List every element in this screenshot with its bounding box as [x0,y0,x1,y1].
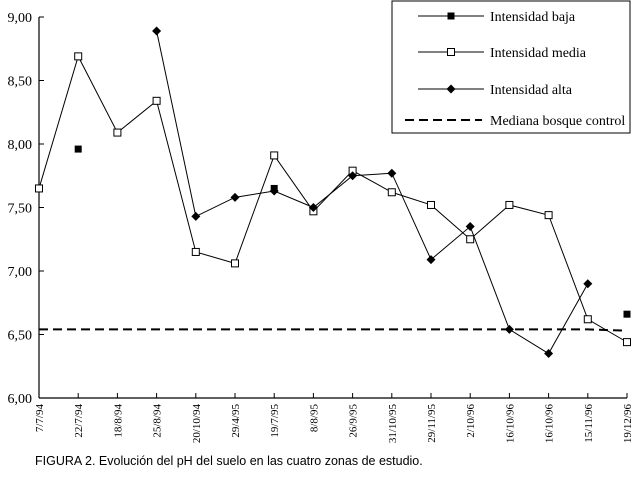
marker-filled-diamond [308,203,318,212]
x-tick-label: 31/10/95 [387,404,399,444]
x-tick-label: 2/10/96 [465,404,477,438]
marker-open-square [191,247,200,256]
marker-open-square [35,184,43,193]
series-3 [39,328,628,332]
marker-filled-diamond [446,84,456,94]
marker-open-square [387,188,396,197]
x-tick-label: 19/12/96 [622,404,634,444]
y-tick-label: 9,00 [8,11,33,26]
series-dashed-line [39,328,628,332]
y-tick-label: 6,00 [8,392,33,407]
legend-label: Intensidad baja [490,10,576,25]
marker-filled-diamond [269,186,279,196]
x-tick-label: 15/11/96 [583,404,595,443]
legend-box [391,0,631,134]
x-tick-label: 22/7/94 [73,404,85,438]
legend-label: Intensidad alta [490,83,573,98]
legend-item-2: Intensidad alta [418,83,573,98]
marker-open-square [466,235,475,244]
marker-open-square [544,211,553,220]
y-tick-label: 7,50 [8,202,33,217]
x-tick-label: 7/7/94 [34,404,46,433]
legend-item-1: Intensidad media [418,46,587,61]
x-tick-label: 26/9/95 [348,404,360,438]
x-tick-label: 25/8/94 [152,404,164,438]
marker-filled-diamond [152,26,162,36]
x-tick-label: 20/10/94 [191,404,203,444]
x-tick-label: 16/10/96 [504,404,516,444]
x-tick-label: 16/10/96 [544,404,556,444]
legend-label: Intensidad media [490,46,587,61]
series-2 [152,26,593,359]
marker-filled-square [74,145,82,153]
y-axis-ticks: 6,00 6,50 7,00 7,50 8,00 8,50 9,00 [8,11,44,407]
marker-open-square [270,151,279,160]
marker-open-square [113,128,122,137]
marker-filled-diamond [387,168,397,178]
marker-open-square [583,315,592,324]
y-tick-label: 6,50 [8,329,33,344]
series-layer [35,26,631,359]
series-line [156,30,589,355]
y-tick-label: 7,00 [8,265,33,280]
marker-filled-diamond [230,192,240,202]
x-tick-label: 29/11/95 [426,404,438,443]
marker-open-square [74,52,83,61]
marker-open-square [152,96,161,105]
marker-open-square [231,259,239,268]
marker-open-square [447,48,455,56]
marker-open-square [427,200,435,209]
x-tick-label: 18/8/94 [112,404,124,438]
y-tick-label: 8,50 [8,75,33,90]
marker-open-square [623,338,631,347]
legend-item-3: Mediana bosque control [405,114,625,129]
marker-filled-diamond [191,211,201,221]
legend-label: Mediana bosque control [490,114,625,129]
marker-filled-diamond [544,349,554,359]
marker-filled-square [623,310,631,318]
legend-item-0: Intensidad baja [418,10,576,25]
marker-filled-diamond [583,279,593,289]
y-tick-label: 8,00 [8,138,33,153]
marker-filled-diamond [426,255,436,265]
x-tick-label: 29/4/95 [230,404,242,438]
marker-filled-square [447,12,455,20]
marker-open-square [505,200,514,209]
figure-caption: FIGURA 2. Evolución del pH del suelo en … [35,454,423,468]
marker-filled-diamond [465,222,475,232]
x-tick-label: 19/7/95 [269,404,281,438]
marker-filled-diamond [348,171,358,181]
x-axis-ticks: 7/7/94 22/7/94 18/8/94 25/8/94 20/10/94 29/4/… [34,393,634,443]
x-tick-label: 8/8/95 [308,404,320,433]
legend: Intensidad baja Intensidad media Intensida… [391,0,631,134]
